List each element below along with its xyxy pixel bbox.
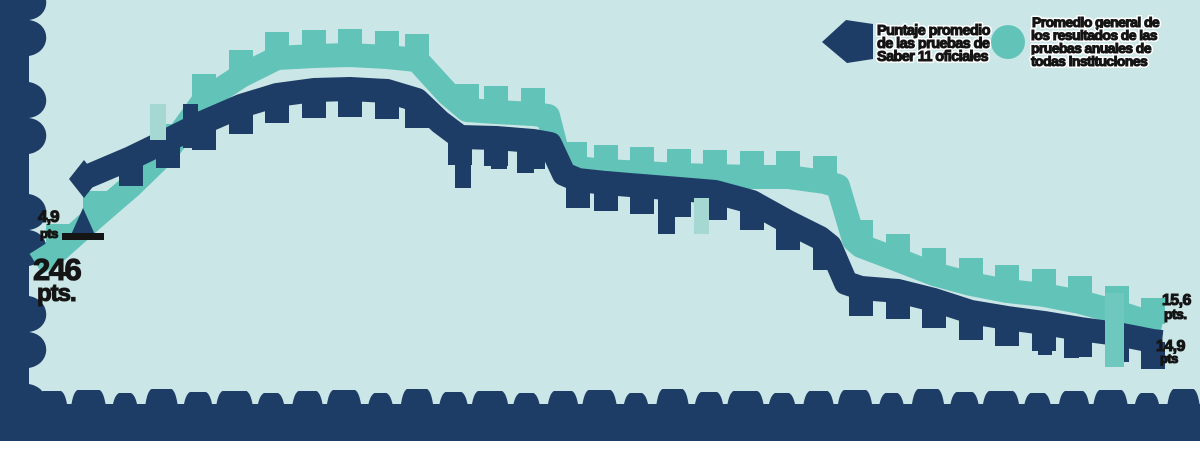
svg-text:Saber 11 oficiales: Saber 11 oficiales — [877, 49, 988, 65]
svg-text:pts: pts — [40, 226, 58, 241]
svg-text:Promedio general de: Promedio general de — [1032, 14, 1160, 30]
svg-text:de las pruebas de: de las pruebas de — [877, 36, 990, 52]
svg-text:Puntaje promedio: Puntaje promedio — [877, 23, 991, 39]
svg-text:pts.: pts. — [1164, 306, 1187, 322]
svg-text:de las pruebas de: de las pruebas de — [877, 36, 990, 52]
svg-text:14,9: 14,9 — [1156, 338, 1185, 355]
svg-text:los resultados de las: los resultados de las — [1031, 27, 1158, 43]
svg-text:todas instituciones: todas instituciones — [1031, 53, 1148, 69]
svg-text:pruebas anuales de: pruebas anuales de — [1031, 40, 1152, 56]
svg-text:15,6: 15,6 — [1162, 292, 1191, 309]
svg-text:Promedio general de: Promedio general de — [1032, 14, 1160, 30]
svg-text:4,9: 4,9 — [38, 207, 59, 226]
svg-text:pts.: pts. — [37, 280, 76, 307]
svg-text:Saber 11 oficiales: Saber 11 oficiales — [877, 49, 988, 65]
svg-text:pruebas anuales de: pruebas anuales de — [1031, 40, 1152, 56]
svg-text:246: 246 — [33, 252, 81, 287]
svg-text:Puntaje promedio: Puntaje promedio — [877, 23, 991, 39]
svg-text:todas instituciones: todas instituciones — [1031, 53, 1148, 69]
svg-text:los resultados de las: los resultados de las — [1031, 27, 1158, 43]
svg-text:pts: pts — [1160, 351, 1178, 366]
